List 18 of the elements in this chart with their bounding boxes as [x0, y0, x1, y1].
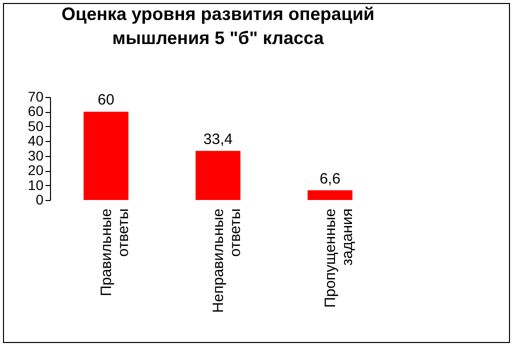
data-label: 60 [98, 92, 114, 109]
y-tick-label: 40 [28, 132, 44, 149]
y-tick-label: 60 [28, 103, 44, 120]
y-tick-label: 30 [28, 147, 44, 164]
y-tick-label: 70 [28, 88, 44, 104]
y-tick-label: 20 [28, 162, 44, 178]
x-tick-label: Правильные ответы [98, 208, 132, 296]
y-tick-label: 10 [28, 176, 44, 193]
y-tick-label: 0 [36, 192, 44, 208]
x-tick-label: Неправильные ответы [210, 208, 244, 313]
chart-title: Оценка уровня развития операций мышления 5 "б" класса [62, 4, 374, 48]
bar [308, 190, 352, 200]
data-label: 6,6 [320, 170, 340, 188]
data-label: 33,4 [203, 130, 233, 148]
x-tick-label: Пропущенные задания [322, 208, 356, 308]
bar [84, 112, 128, 200]
y-tick-label: 50 [28, 118, 44, 134]
bar [196, 150, 240, 200]
